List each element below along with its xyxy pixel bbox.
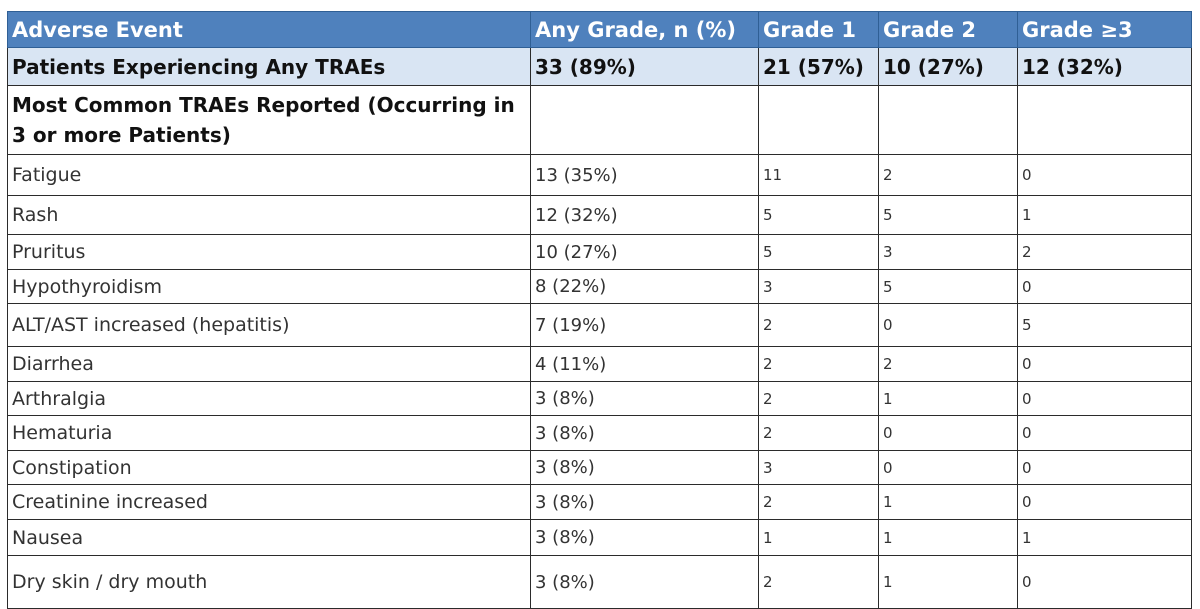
any-grade-cell: 7 (19%) <box>530 303 759 347</box>
grade-1-cell: 1 <box>758 519 879 556</box>
event-cell: Fatigue <box>7 154 531 196</box>
grade-3-plus-cell: 0 <box>1017 269 1192 304</box>
adverse-events-table: Adverse Event Any Grade, n (%) Grade 1 G… <box>7 11 1192 609</box>
summary-label: Patients Experiencing Any TRAEs <box>7 47 531 86</box>
table-row: Rash 12 (32%) 5 5 1 <box>7 195 1192 235</box>
section-label: Most Common TRAEs Reported (Occurring in… <box>7 85 531 155</box>
grade-2-cell: 2 <box>878 346 1018 382</box>
grade-1-cell: 2 <box>758 303 879 347</box>
grade-2-cell: 0 <box>878 450 1018 485</box>
any-grade-cell: 12 (32%) <box>530 195 759 235</box>
any-grade-cell: 13 (35%) <box>530 154 759 196</box>
grade-1-cell: 3 <box>758 269 879 304</box>
grade-2-cell: 1 <box>878 381 1018 416</box>
table-header-row: Adverse Event Any Grade, n (%) Grade 1 G… <box>7 11 1192 48</box>
table-row: Hypothyroidism 8 (22%) 3 5 0 <box>7 269 1192 304</box>
grade-1-cell: 2 <box>758 484 879 520</box>
summary-grade-2: 10 (27%) <box>878 47 1018 86</box>
table-row: Diarrhea 4 (11%) 2 2 0 <box>7 346 1192 382</box>
grade-2-cell: 5 <box>878 269 1018 304</box>
event-cell: Pruritus <box>7 234 531 270</box>
section-empty-cell <box>530 85 759 155</box>
event-cell: Creatinine increased <box>7 484 531 520</box>
header-grade-2: Grade 2 <box>878 11 1018 48</box>
table-row: Fatigue 13 (35%) 11 2 0 <box>7 154 1192 196</box>
section-empty-cell <box>1017 85 1192 155</box>
section-empty-cell <box>758 85 879 155</box>
grade-3-plus-cell: 0 <box>1017 381 1192 416</box>
event-cell: Nausea <box>7 519 531 556</box>
grade-1-cell: 2 <box>758 346 879 382</box>
grade-3-plus-cell: 0 <box>1017 415 1192 451</box>
grade-1-cell: 2 <box>758 555 879 609</box>
table-row: Dry skin / dry mouth 3 (8%) 2 1 0 <box>7 555 1192 609</box>
any-grade-cell: 4 (11%) <box>530 346 759 382</box>
event-cell: Hematuria <box>7 415 531 451</box>
grade-3-plus-cell: 0 <box>1017 484 1192 520</box>
any-grade-cell: 8 (22%) <box>530 269 759 304</box>
event-cell: ALT/AST increased (hepatitis) <box>7 303 531 347</box>
any-grade-cell: 3 (8%) <box>530 450 759 485</box>
event-cell: Hypothyroidism <box>7 269 531 304</box>
event-cell: Dry skin / dry mouth <box>7 555 531 609</box>
any-grade-cell: 3 (8%) <box>530 381 759 416</box>
grade-3-plus-cell: 1 <box>1017 519 1192 556</box>
header-any-grade: Any Grade, n (%) <box>530 11 759 48</box>
grade-3-plus-cell: 1 <box>1017 195 1192 235</box>
table-row: Constipation 3 (8%) 3 0 0 <box>7 450 1192 485</box>
grade-1-cell: 2 <box>758 381 879 416</box>
grade-2-cell: 2 <box>878 154 1018 196</box>
header-grade-3-plus: Grade ≥3 <box>1017 11 1192 48</box>
grade-3-plus-cell: 0 <box>1017 346 1192 382</box>
grade-2-cell: 5 <box>878 195 1018 235</box>
any-grade-cell: 10 (27%) <box>530 234 759 270</box>
table-row: Creatinine increased 3 (8%) 2 1 0 <box>7 484 1192 520</box>
table-row: Hematuria 3 (8%) 2 0 0 <box>7 415 1192 451</box>
summary-grade-3-plus: 12 (32%) <box>1017 47 1192 86</box>
event-cell: Arthralgia <box>7 381 531 416</box>
grade-2-cell: 1 <box>878 484 1018 520</box>
any-grade-cell: 3 (8%) <box>530 519 759 556</box>
event-cell: Diarrhea <box>7 346 531 382</box>
grade-3-plus-cell: 5 <box>1017 303 1192 347</box>
table-row: Pruritus 10 (27%) 5 3 2 <box>7 234 1192 270</box>
grade-1-cell: 2 <box>758 415 879 451</box>
grade-2-cell: 0 <box>878 415 1018 451</box>
summary-grade-1: 21 (57%) <box>758 47 879 86</box>
any-grade-cell: 3 (8%) <box>530 555 759 609</box>
section-row: Most Common TRAEs Reported (Occurring in… <box>7 85 1192 155</box>
summary-any-grade: 33 (89%) <box>530 47 759 86</box>
grade-3-plus-cell: 0 <box>1017 154 1192 196</box>
grade-2-cell: 1 <box>878 555 1018 609</box>
summary-row: Patients Experiencing Any TRAEs 33 (89%)… <box>7 47 1192 86</box>
grade-3-plus-cell: 2 <box>1017 234 1192 270</box>
any-grade-cell: 3 (8%) <box>530 484 759 520</box>
grade-1-cell: 5 <box>758 234 879 270</box>
grade-1-cell: 11 <box>758 154 879 196</box>
grade-1-cell: 5 <box>758 195 879 235</box>
section-empty-cell <box>878 85 1018 155</box>
grade-2-cell: 1 <box>878 519 1018 556</box>
grade-3-plus-cell: 0 <box>1017 450 1192 485</box>
grade-1-cell: 3 <box>758 450 879 485</box>
header-adverse-event: Adverse Event <box>7 11 531 48</box>
grade-3-plus-cell: 0 <box>1017 555 1192 609</box>
table-row: Arthralgia 3 (8%) 2 1 0 <box>7 381 1192 416</box>
header-grade-1: Grade 1 <box>758 11 879 48</box>
event-cell: Rash <box>7 195 531 235</box>
table-row: ALT/AST increased (hepatitis) 7 (19%) 2 0 5 <box>7 303 1192 347</box>
grade-2-cell: 3 <box>878 234 1018 270</box>
grade-2-cell: 0 <box>878 303 1018 347</box>
any-grade-cell: 3 (8%) <box>530 415 759 451</box>
table-row: Nausea 3 (8%) 1 1 1 <box>7 519 1192 556</box>
event-cell: Constipation <box>7 450 531 485</box>
